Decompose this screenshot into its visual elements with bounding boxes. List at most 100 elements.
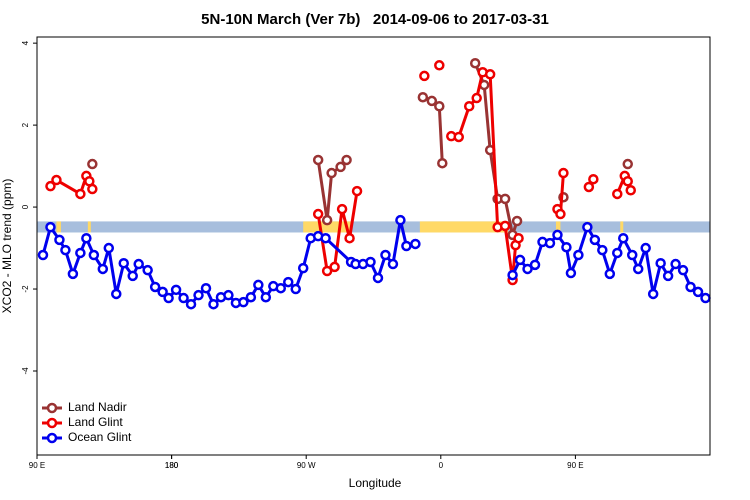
point [341, 154, 352, 166]
legend-marker [46, 402, 58, 414]
point [410, 238, 421, 250]
point [573, 249, 584, 261]
point [507, 269, 518, 281]
point [453, 131, 464, 143]
point [622, 158, 633, 170]
y-tick-label: 4 [21, 40, 30, 45]
point [395, 214, 406, 226]
y-tick-label: 2 [21, 122, 30, 127]
point [499, 193, 511, 205]
point [618, 232, 629, 244]
point [529, 259, 541, 271]
point [290, 283, 301, 295]
point [312, 208, 324, 220]
point [484, 69, 496, 80]
point [344, 232, 355, 244]
point [238, 296, 249, 308]
point [380, 249, 391, 261]
point [321, 214, 333, 226]
point [329, 261, 340, 273]
legend-marker [46, 432, 58, 444]
point [419, 70, 430, 82]
point [335, 161, 346, 173]
point [612, 247, 623, 259]
y-tick-label: 0 [21, 204, 30, 209]
point [437, 157, 448, 169]
plot-frame [36, 36, 711, 456]
point [626, 249, 638, 261]
highlight [87, 221, 91, 233]
point [692, 286, 704, 298]
point [142, 264, 153, 276]
point [170, 284, 182, 296]
point [662, 270, 674, 282]
point [111, 288, 122, 300]
point [87, 158, 98, 170]
point [558, 167, 569, 179]
x-tick-label: 90 E [29, 461, 45, 470]
point [655, 257, 666, 269]
point [127, 270, 138, 282]
point [275, 282, 287, 294]
point [321, 265, 333, 277]
legend-label: Ocean Glint [68, 430, 132, 444]
point [149, 281, 161, 293]
point [471, 92, 482, 104]
point [597, 244, 608, 256]
x-tick-label: 90 W [297, 461, 316, 470]
legend-marker [46, 417, 58, 429]
point [565, 267, 577, 279]
y-tick-label: -2 [21, 285, 30, 293]
point [54, 234, 65, 246]
point [588, 173, 599, 185]
point [685, 281, 696, 293]
legend-label: Land Glint [68, 415, 123, 429]
point [514, 254, 526, 266]
point [51, 174, 62, 186]
point [522, 263, 533, 275]
point [312, 154, 324, 166]
point [589, 234, 601, 246]
point [632, 263, 644, 275]
point [297, 262, 309, 274]
point [118, 257, 129, 269]
series-line [49, 70, 633, 282]
y-tick-label: -4 [21, 367, 30, 375]
point [45, 221, 56, 233]
point [700, 292, 711, 304]
point [88, 249, 100, 261]
point [604, 268, 616, 280]
point [87, 183, 98, 195]
point [326, 167, 337, 179]
point [245, 291, 257, 303]
point [434, 101, 445, 112]
highlight [303, 221, 352, 233]
highlight [419, 221, 509, 233]
point [469, 57, 481, 69]
point [45, 180, 56, 192]
point [417, 91, 429, 103]
point [81, 232, 92, 244]
point [561, 241, 572, 253]
point [37, 249, 49, 261]
point [75, 247, 86, 259]
point [60, 244, 71, 256]
point [200, 282, 212, 294]
point [223, 289, 234, 301]
point [67, 268, 79, 280]
x-tick-label: 0 [439, 461, 444, 470]
point [670, 258, 681, 270]
point [372, 272, 384, 284]
point [499, 220, 511, 232]
point [133, 258, 144, 270]
point [178, 292, 189, 304]
point [351, 185, 363, 197]
highlight [620, 221, 624, 233]
point [387, 258, 399, 270]
point [401, 240, 412, 252]
point [513, 232, 524, 244]
point [640, 242, 651, 254]
point [677, 264, 689, 276]
point [320, 232, 331, 244]
point [193, 289, 204, 301]
